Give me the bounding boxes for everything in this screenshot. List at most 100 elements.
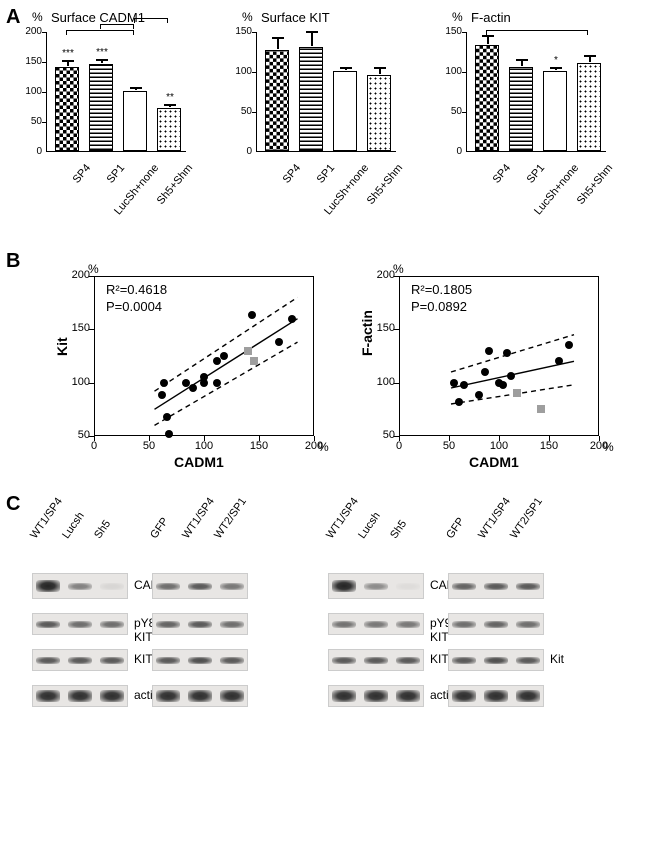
y-tick: 150 bbox=[20, 56, 42, 67]
band bbox=[68, 690, 92, 702]
band bbox=[452, 583, 476, 590]
blot-group-1: GFPWT1/SP4WT2/SP1 bbox=[152, 535, 308, 825]
data-point bbox=[220, 352, 228, 360]
data-point bbox=[163, 413, 171, 421]
blot-row-label: KIT bbox=[430, 652, 449, 666]
significance-bracket bbox=[486, 30, 588, 35]
significance-mark: *** bbox=[90, 47, 114, 58]
data-point bbox=[507, 372, 515, 380]
blot-row bbox=[152, 613, 248, 635]
significance-mark: ** bbox=[158, 92, 182, 103]
x-tick: 50 bbox=[139, 440, 159, 452]
data-point bbox=[275, 338, 283, 346]
band bbox=[364, 621, 388, 628]
data-point bbox=[213, 379, 221, 387]
band bbox=[220, 583, 244, 590]
blot-row bbox=[32, 573, 128, 599]
y-tick: 100 bbox=[440, 66, 462, 77]
data-point bbox=[499, 381, 507, 389]
significance-bracket bbox=[66, 30, 134, 35]
band bbox=[516, 657, 540, 664]
panel-c: C WT1/SP4LucshSh5CADM1pY823 KITKITactinG… bbox=[8, 495, 642, 835]
band bbox=[364, 657, 388, 664]
lane-label: Lucsh bbox=[356, 510, 383, 541]
percent-symbol: % bbox=[242, 10, 253, 24]
band bbox=[452, 621, 476, 628]
significance-mark: * bbox=[544, 55, 568, 66]
blot-row-label: Kit bbox=[550, 652, 564, 666]
blot-group-2: WT1/SP4LucshSh5CADM1pY936 KITKITactin bbox=[328, 535, 428, 825]
x-tick: 0 bbox=[389, 440, 409, 452]
bar: *** bbox=[55, 67, 79, 151]
lane-label: GFP bbox=[148, 516, 171, 541]
blot-row bbox=[328, 573, 424, 599]
band bbox=[396, 583, 420, 590]
percent-symbol: % bbox=[88, 262, 99, 276]
percent-symbol: % bbox=[603, 440, 614, 454]
blot-row bbox=[328, 685, 424, 707]
significance-mark: *** bbox=[56, 48, 80, 59]
panel-b: B 05010015020050100150200%%KitCADM1R²=0.… bbox=[8, 252, 642, 487]
band bbox=[484, 690, 508, 702]
bar: * bbox=[543, 71, 567, 151]
data-point-outlier bbox=[513, 389, 521, 397]
bar bbox=[509, 67, 533, 151]
band bbox=[452, 690, 476, 702]
figure-root: A Surface CADM1%********050100150200SP4S… bbox=[8, 8, 642, 835]
band bbox=[364, 583, 388, 590]
lane-label: WT2/SP1 bbox=[212, 496, 249, 541]
data-point bbox=[450, 379, 458, 387]
band bbox=[396, 690, 420, 702]
data-point bbox=[165, 430, 173, 438]
band bbox=[332, 690, 356, 702]
band bbox=[156, 657, 180, 664]
plot-area: * bbox=[466, 32, 606, 152]
y-tick: 200 bbox=[369, 269, 395, 281]
y-tick: 100 bbox=[20, 86, 42, 97]
data-point bbox=[485, 347, 493, 355]
lane-label: Sh5 bbox=[388, 518, 409, 541]
significance-bracket bbox=[134, 18, 168, 23]
bar bbox=[265, 50, 289, 151]
band bbox=[100, 621, 124, 628]
data-point-outlier bbox=[537, 405, 545, 413]
data-point bbox=[503, 349, 511, 357]
data-point bbox=[200, 373, 208, 381]
band bbox=[156, 621, 180, 628]
band bbox=[100, 583, 124, 590]
bar bbox=[123, 91, 147, 151]
x-tick: 150 bbox=[249, 440, 269, 452]
band bbox=[68, 657, 92, 664]
y-tick: 50 bbox=[440, 106, 462, 117]
chart-title: Surface CADM1 bbox=[51, 10, 201, 25]
bar-chart-1: Surface KIT%050100150SP4SP1LucSh+noneSh5… bbox=[226, 20, 406, 220]
band bbox=[220, 621, 244, 628]
band bbox=[516, 690, 540, 702]
lane-label: GFP bbox=[444, 516, 467, 541]
data-point bbox=[455, 398, 463, 406]
data-point bbox=[475, 391, 483, 399]
x-tick: 150 bbox=[539, 440, 559, 452]
y-tick: 0 bbox=[20, 146, 42, 157]
band bbox=[68, 621, 92, 628]
band bbox=[156, 583, 180, 590]
chart-title: F-actin bbox=[471, 10, 621, 25]
band bbox=[188, 583, 212, 590]
chart-title: Surface KIT bbox=[261, 10, 411, 25]
data-point bbox=[248, 311, 256, 319]
lane-label: Lucsh bbox=[60, 510, 87, 541]
data-point-outlier bbox=[244, 347, 252, 355]
y-tick: 50 bbox=[64, 429, 90, 441]
band bbox=[220, 657, 244, 664]
blot-row-label: KIT bbox=[134, 652, 153, 666]
blot-row bbox=[448, 573, 544, 599]
plot-area: ******** bbox=[46, 32, 186, 152]
lane-label: WT2/SP1 bbox=[508, 496, 545, 541]
blot-row bbox=[152, 573, 248, 599]
band bbox=[36, 690, 60, 702]
bar bbox=[577, 63, 601, 151]
band bbox=[188, 657, 212, 664]
lane-label: Sh5 bbox=[92, 518, 113, 541]
data-point bbox=[481, 368, 489, 376]
y-tick: 100 bbox=[64, 376, 90, 388]
